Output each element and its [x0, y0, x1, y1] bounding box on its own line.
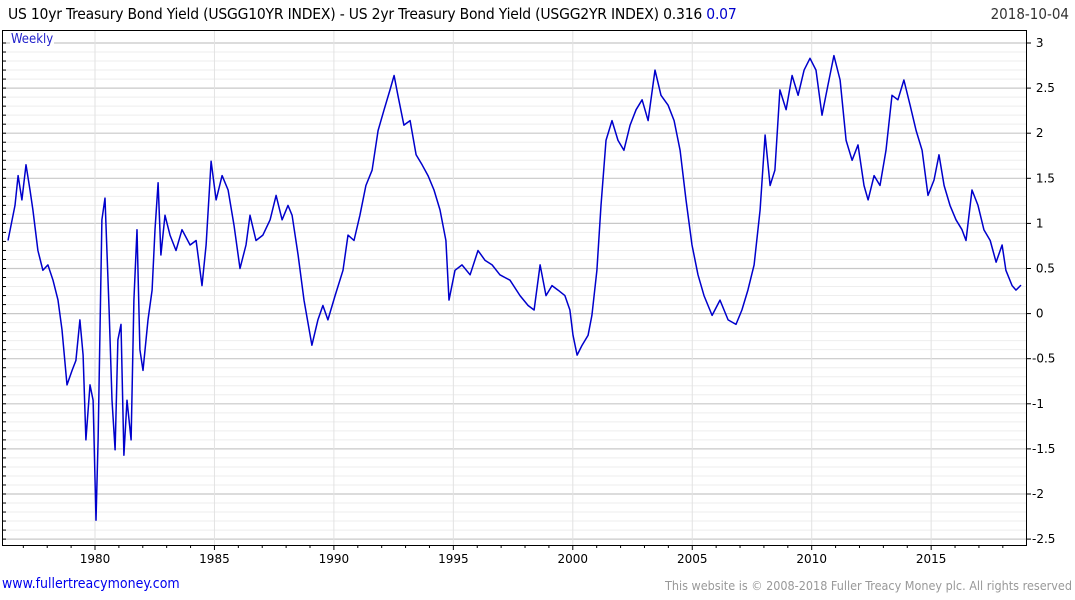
y-tick-label: -1.5 [1032, 442, 1055, 456]
x-tick-label: 1995 [438, 552, 469, 566]
website-link[interactable]: www.fullertreacymoney.com [2, 576, 180, 592]
y-tick-label: 0 [1032, 307, 1043, 321]
grid [3, 31, 1026, 545]
last-value: 0.316 [663, 5, 703, 23]
y-tick-label: -0.5 [1032, 352, 1055, 366]
x-tick-label: 2005 [677, 552, 708, 566]
y-axis: 3 2.5 2 1.5 1 0.5 0 -0.5 -1 -1.5 -2 -2.5 [3, 36, 1055, 546]
x-tick-label: 2000 [558, 552, 589, 566]
copyright-text: This website is © 2008-2018 Fuller Treac… [665, 578, 1072, 593]
x-tick-label: 1990 [319, 552, 350, 566]
x-tick-label: 2010 [796, 552, 827, 566]
y-tick-label: 0.5 [1032, 262, 1055, 276]
x-tick-label: 2015 [916, 552, 947, 566]
y-tick-label: -1 [1032, 397, 1044, 411]
title-text: US 10yr Treasury Bond Yield (USGG10YR IN… [8, 5, 659, 23]
plot-frame [2, 30, 1027, 546]
y-tick-label: -2.5 [1032, 532, 1055, 546]
y-tick-label: 1 [1032, 216, 1043, 230]
x-tick-label: 1980 [80, 552, 111, 566]
y-tick-label: 2 [1032, 126, 1043, 140]
change-value: 0.07 [706, 5, 737, 23]
x-axis: 1980 1985 1990 1995 2000 2005 2010 2015 [22, 545, 1004, 566]
y-tick-label: -2 [1032, 487, 1044, 501]
y-tick-label: 2.5 [1032, 81, 1055, 95]
y-tick-label: 3 [1032, 36, 1043, 50]
chart-title: US 10yr Treasury Bond Yield (USGG10YR IN… [8, 5, 737, 23]
chart-date: 2018-10-04 [990, 5, 1069, 23]
x-tick-label: 1985 [199, 552, 230, 566]
frequency-label: Weekly [10, 32, 55, 47]
y-tick-label: 1.5 [1032, 171, 1055, 185]
series-line-spread [7, 54, 1022, 521]
